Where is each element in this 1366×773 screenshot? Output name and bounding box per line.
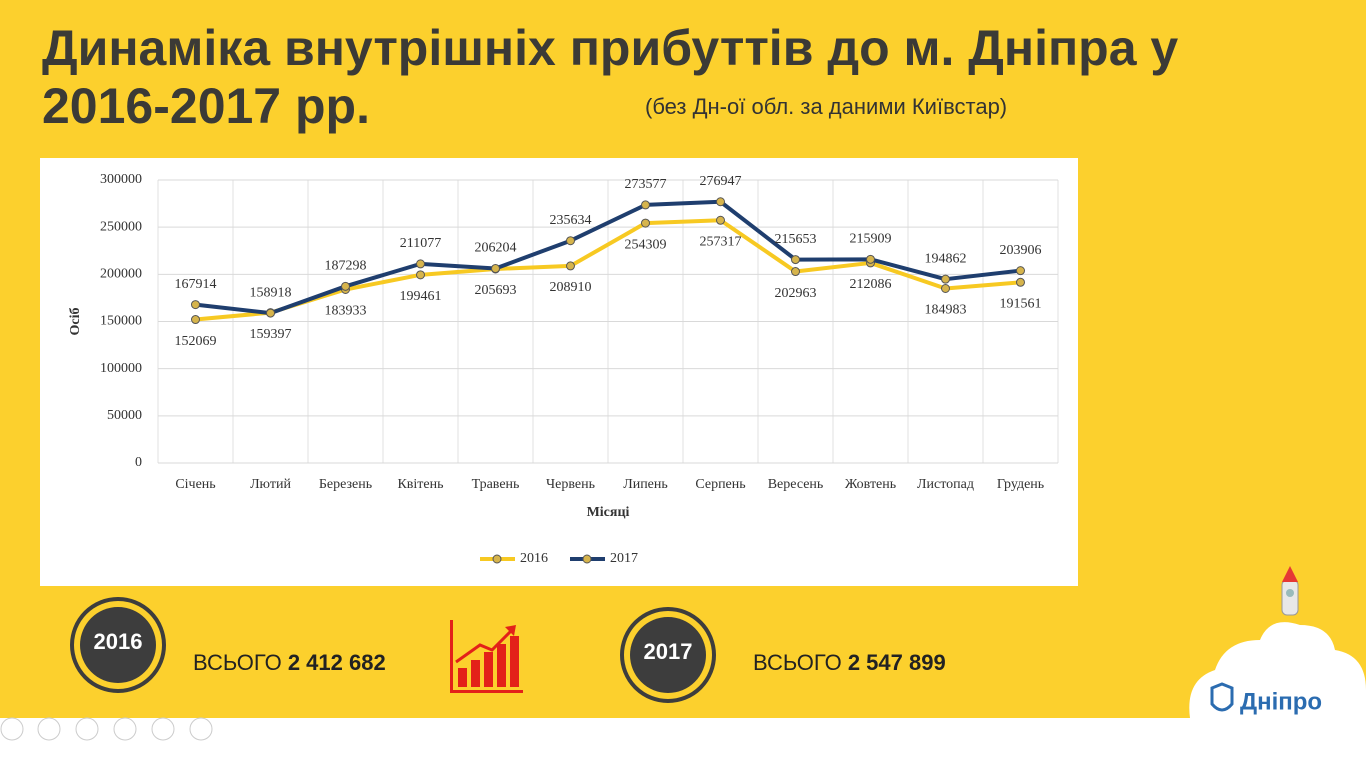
subtitle: (без Дн-ої обл. за даними Київстар) (645, 94, 1007, 119)
logo: Дніпро (1240, 688, 1322, 715)
x-axis-label: Місяці (587, 505, 630, 520)
marker (566, 236, 575, 246)
data-label: 206204 (475, 241, 517, 256)
marker (1016, 266, 1025, 276)
x-tick-label: Квітень (397, 477, 443, 492)
legend-label: 2016 (520, 551, 548, 566)
data-label: 199461 (400, 289, 442, 304)
marker (791, 255, 800, 265)
marker (791, 267, 800, 277)
badge (80, 607, 156, 683)
data-label: 212086 (850, 277, 892, 292)
x-tick-label: Вересень (768, 477, 824, 492)
marker (866, 254, 875, 264)
total-value: 2 412 682 (288, 650, 386, 675)
marker (716, 215, 725, 225)
data-label: 257317 (700, 234, 742, 249)
y-tick-label: 50000 (107, 408, 142, 423)
data-label: 187298 (325, 259, 367, 274)
x-tick-label: Грудень (997, 477, 1044, 492)
ring (70, 597, 166, 693)
legend-marker (582, 554, 592, 564)
x-tick-label: Листопад (917, 477, 974, 492)
y-tick-label: 300000 (100, 172, 142, 187)
data-label: 211077 (400, 236, 441, 251)
series-line (195, 199, 1021, 316)
marker (941, 274, 950, 284)
marker (641, 200, 650, 210)
total: ВСЬОГО 2 547 899 (753, 650, 946, 675)
x-tick-label: Червень (546, 477, 595, 492)
x-tick-label: Жовтень (845, 477, 896, 492)
marker (416, 270, 425, 280)
y-axis-label: Осіб (68, 308, 83, 336)
logo-icon (1210, 682, 1234, 712)
growth-icon (450, 620, 523, 693)
total-label: ВСЬОГО (753, 650, 842, 675)
x-tick-label: Січень (175, 477, 215, 492)
toolbar (0, 717, 213, 741)
total-label: ВСЬОГО (193, 650, 282, 675)
series-line (195, 218, 1021, 322)
data-label: 183933 (325, 304, 367, 319)
data-label: 203906 (1000, 243, 1042, 258)
ring (620, 607, 716, 703)
title: Динаміка внутрішніх прибуттів до м. Дніп… (42, 20, 1178, 76)
badge (630, 617, 706, 693)
data-label: 167914 (175, 277, 217, 292)
data-label: 158918 (250, 285, 292, 300)
data-label: 215653 (775, 232, 817, 247)
badge-year: 2016 (94, 629, 143, 654)
marker (941, 283, 950, 293)
marker (566, 261, 575, 271)
marker (191, 315, 200, 325)
y-tick-label: 100000 (100, 361, 142, 376)
x-tick-label: Серпень (695, 477, 745, 492)
y-tick-label: 200000 (100, 267, 142, 282)
x-tick-label: Травень (472, 477, 520, 492)
x-tick-label: Лютий (250, 477, 291, 492)
chart-area (40, 158, 1078, 586)
data-label: 273577 (625, 177, 667, 192)
marker (191, 300, 200, 310)
marker (491, 263, 500, 273)
y-tick-label: 150000 (100, 314, 142, 329)
data-label: 159397 (250, 327, 292, 342)
total-value: 2 547 899 (848, 650, 946, 675)
data-label: 205693 (475, 283, 517, 298)
title: 2016-2017 рр. (42, 78, 370, 134)
y-tick-label: 0 (135, 455, 142, 470)
total: ВСЬОГО 2 412 682 (193, 650, 386, 675)
legend-label: 2017 (610, 551, 638, 566)
x-tick-label: Березень (319, 477, 372, 492)
marker (266, 308, 275, 318)
badge-year: 2017 (644, 639, 693, 664)
data-label: 235634 (550, 213, 592, 228)
data-label: 202963 (775, 286, 817, 301)
chart: 0 50000 100000 150000 200000 250000 300000 Січе… (68, 172, 1059, 566)
data-label: 194862 (925, 251, 967, 266)
legend-marker (492, 554, 502, 564)
data-label: 254309 (625, 237, 667, 252)
y-tick-label: 250000 (100, 219, 142, 234)
x-tick-label: Липень (623, 477, 668, 492)
data-label: 152069 (175, 334, 217, 349)
marker (716, 197, 725, 207)
marker (641, 218, 650, 228)
marker (341, 281, 350, 291)
data-label: 184983 (925, 303, 967, 318)
data-label: 191561 (1000, 297, 1042, 312)
data-label: 276947 (700, 174, 742, 189)
marker (1016, 277, 1025, 287)
data-label: 208910 (550, 280, 592, 295)
data-label: 215909 (850, 232, 892, 247)
marker (416, 259, 425, 269)
